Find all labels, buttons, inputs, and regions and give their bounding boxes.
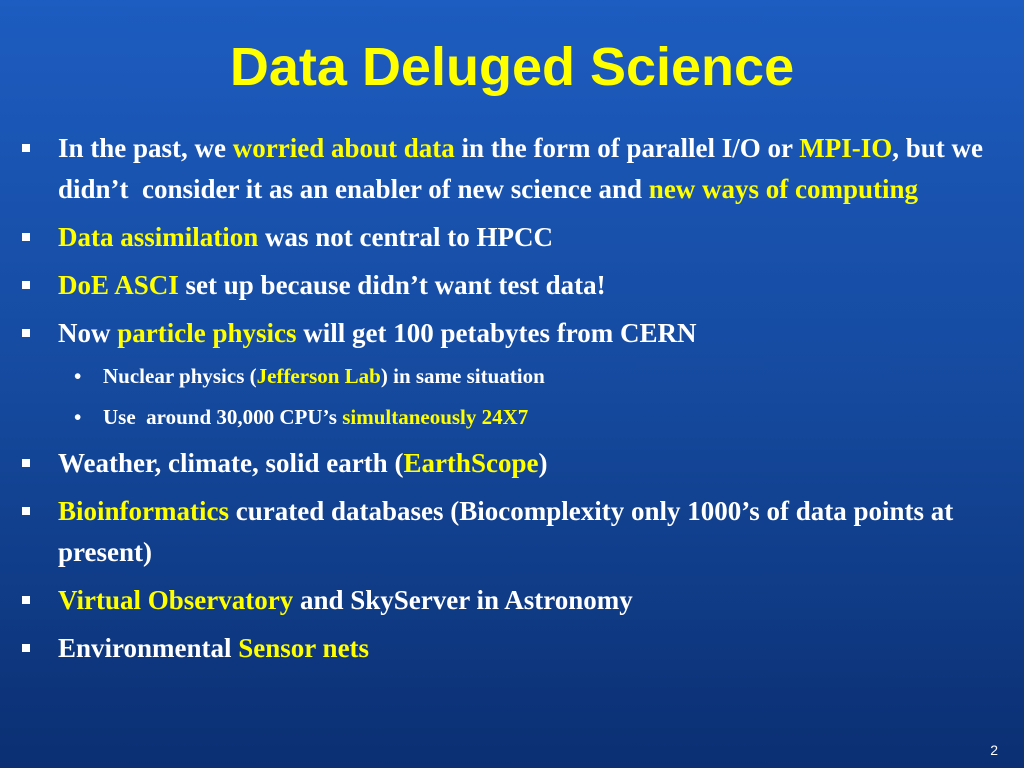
text-run: In the past, we (58, 133, 233, 163)
bullet-item: Bioinformatics curated databases (Biocom… (22, 491, 998, 573)
highlighted-text: new ways of computing (648, 174, 919, 204)
text-run: Weather, climate, solid earth ( (58, 448, 404, 478)
highlighted-text: Data assimilation (58, 222, 259, 252)
highlighted-text: MPI-IO (799, 133, 893, 163)
bullet-item: In the past, we worried about data in th… (22, 128, 998, 210)
highlighted-text: Bioinformatics (58, 496, 229, 526)
text-run: and SkyServer in Astronomy (293, 585, 633, 615)
slide-title: Data Deluged Science (229, 37, 795, 97)
bullet-item: Weather, climate, solid earth (EarthScop… (22, 443, 998, 484)
bullet-item: DoE ASCI set up because didn’t want test… (22, 265, 998, 306)
bullet-item: Now particle physics will get 100 petaby… (22, 313, 998, 354)
highlighted-text: Virtual Observatory (58, 585, 294, 615)
text-run: , but we didn’t consider it as an enable… (58, 133, 990, 204)
highlighted-text: DoE ASCI (58, 270, 179, 300)
bullet-list: In the past, we worried about data in th… (22, 128, 998, 669)
text-run: Now (58, 318, 118, 348)
text-run: was not central to HPCC (258, 222, 553, 252)
text-run: ) (538, 448, 548, 478)
bullet-item: Environmental Sensor nets (22, 628, 998, 669)
highlighted-text: Jefferson Lab (256, 364, 381, 388)
text-run: Nuclear physics ( (103, 364, 257, 388)
page-number: 2 (990, 742, 998, 758)
text-run: will get 100 petabytes from CERN (296, 318, 697, 348)
highlighted-text: simultaneously 24X7 (342, 405, 529, 429)
highlighted-text: Sensor nets (238, 633, 370, 663)
text-run: Use around 30,000 CPU’s (103, 405, 343, 429)
text-run: Environmental (58, 633, 239, 663)
highlighted-text: EarthScope (403, 448, 539, 478)
text-run: ) in same situation (380, 364, 545, 388)
text-run: curated databases (Biocomplexity only 10… (58, 496, 960, 567)
sub-bullet-item: Use around 30,000 CPU’s simultaneously 2… (74, 398, 998, 436)
text-run: in the form of parallel I/O or (454, 133, 800, 163)
highlighted-text: particle physics (117, 318, 297, 348)
highlighted-text: worried about data (232, 133, 455, 163)
text-run: set up because didn’t want test data! (178, 270, 606, 300)
bullet-item: Virtual Observatory and SkyServer in Ast… (22, 580, 998, 621)
bullet-item: Data assimilation was not central to HPC… (22, 217, 998, 258)
sub-bullet-item: Nuclear physics (Jefferson Lab) in same … (74, 357, 998, 395)
